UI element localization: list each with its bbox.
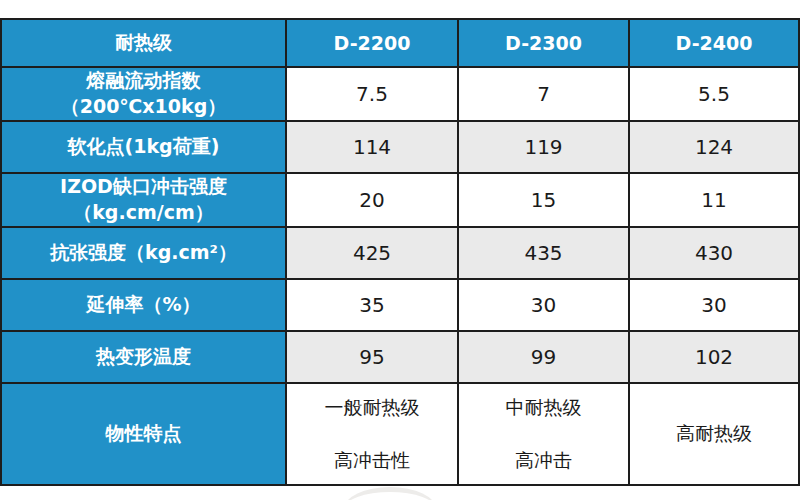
value-cell: 435 <box>458 227 629 279</box>
feature-cell: 中耐热级高冲击 <box>458 383 629 485</box>
value-cell: 11 <box>629 173 799 227</box>
value-cell: 425 <box>286 227 458 279</box>
value-cell: 430 <box>629 227 799 279</box>
value-cell: 114 <box>286 121 458 173</box>
value-cell: 119 <box>458 121 629 173</box>
page: 耐热级D-2200D-2300D-2400熔融流动指数（200℃x10kg）7.… <box>0 0 800 500</box>
value-cell: 15 <box>458 173 629 227</box>
row-label: 抗张强度（kg.cm²） <box>1 227 286 279</box>
value-cell: 99 <box>458 331 629 383</box>
value-cell: 35 <box>286 279 458 331</box>
feature-line: 中耐热级 <box>506 395 582 421</box>
table-row: 熔融流动指数（200℃x10kg）7.575.5 <box>1 67 799 121</box>
value-cell: 95 <box>286 331 458 383</box>
feature-line: 高冲击 <box>515 448 572 474</box>
feature-cell: 高耐热级 <box>629 383 799 485</box>
feature-row: 物性特点一般耐热级高冲击性中耐热级高冲击高耐热级 <box>1 383 799 485</box>
feature-cell: 一般耐热级高冲击性 <box>286 383 458 485</box>
feature-line: 高冲击性 <box>334 448 410 474</box>
table-row: 延伸率（%）353030 <box>1 279 799 331</box>
watermark-arc <box>344 487 436 500</box>
value-cell: 102 <box>629 331 799 383</box>
feature-line: 一般耐热级 <box>325 395 420 421</box>
row-label: 延伸率（%） <box>1 279 286 331</box>
value-cell: 7.5 <box>286 67 458 121</box>
header-cell-grade: D-2400 <box>629 19 799 67</box>
table-row: 热变形温度9599102 <box>1 331 799 383</box>
row-label: IZOD缺口冲击强度（kg.cm/cm） <box>1 173 286 227</box>
properties-table: 耐热级D-2200D-2300D-2400熔融流动指数（200℃x10kg）7.… <box>0 18 800 486</box>
row-label: 软化点(1kg荷重) <box>1 121 286 173</box>
header-cell-label: 耐热级 <box>1 19 286 67</box>
value-cell: 30 <box>458 279 629 331</box>
value-cell: 5.5 <box>629 67 799 121</box>
table-row: IZOD缺口冲击强度（kg.cm/cm）201511 <box>1 173 799 227</box>
value-cell: 30 <box>629 279 799 331</box>
table-row: 软化点(1kg荷重)114119124 <box>1 121 799 173</box>
value-cell: 7 <box>458 67 629 121</box>
header-cell-grade: D-2300 <box>458 19 629 67</box>
header-cell-grade: D-2200 <box>286 19 458 67</box>
row-label: 热变形温度 <box>1 331 286 383</box>
value-cell: 20 <box>286 173 458 227</box>
feature-line: 高耐热级 <box>676 421 752 447</box>
row-label: 熔融流动指数（200℃x10kg） <box>1 67 286 121</box>
value-cell: 124 <box>629 121 799 173</box>
row-label: 物性特点 <box>1 383 286 485</box>
table-row: 抗张强度（kg.cm²）425435430 <box>1 227 799 279</box>
